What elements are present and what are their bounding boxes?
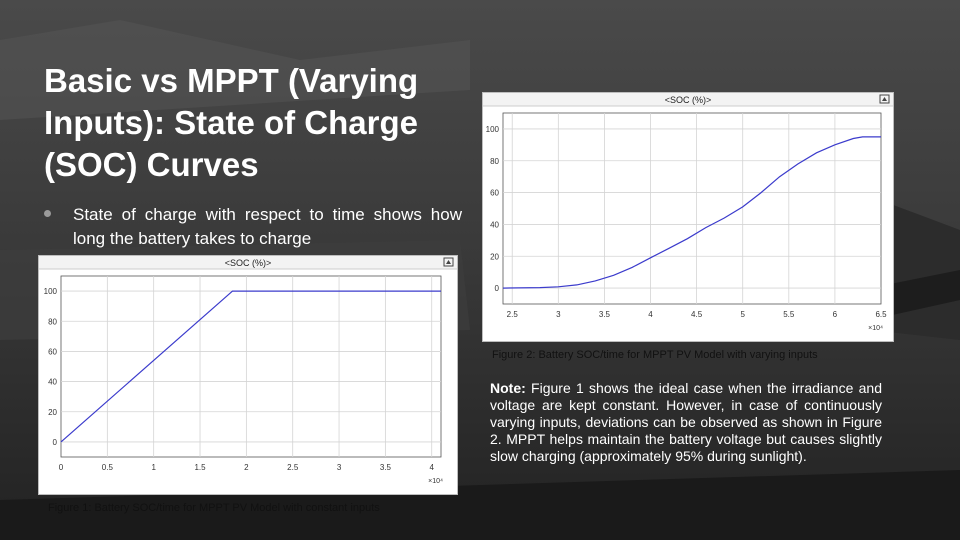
figure-1-x-tick-label: 0.5 (102, 463, 114, 472)
figure-1-x-tick-label: 3 (337, 463, 342, 472)
figure-1-x-tick-label: 3.5 (380, 463, 392, 472)
figure-1-y-tick-label: 20 (48, 408, 57, 417)
figure-2-x-tick-label: 4 (648, 310, 653, 319)
figure-1-y-tick-label: 100 (44, 287, 58, 296)
note-text: Figure 1 shows the ideal case when the i… (490, 380, 882, 464)
figure-2-caption: Figure 2: Battery SOC/time for MPPT PV M… (492, 349, 818, 361)
figure-2-x-tick-label: 3.5 (599, 310, 611, 319)
figure-2-x-tick-label: 4.5 (691, 310, 703, 319)
figure-2-series-line (502, 136, 881, 289)
figure-2-x-tick-label: 3 (556, 310, 561, 319)
figure-1-x-tick-label: 4 (430, 463, 435, 472)
figure-2-title: <SOC (%)> (665, 95, 712, 105)
figure-2-title-bar (483, 93, 893, 106)
figure-1-caption: Figure 1: Battery SOC/time for MPPT PV M… (48, 502, 380, 514)
figure-2-y-tick-label: 60 (490, 189, 499, 198)
figure-2-y-tick-label: 80 (490, 157, 499, 166)
figure-1-expand-arrow-icon (446, 260, 451, 264)
note-label: Note: (490, 380, 526, 396)
figure-2-plot-area (502, 112, 882, 305)
figure-1-chart: <SOC (%)>0 0.5 1 1.5 2 2.5 3 3.5 4020406080100×1… (39, 256, 457, 485)
figure-1-x-tick-label: 2.5 (287, 463, 299, 472)
figure-2-y-tick-label: 0 (495, 284, 500, 293)
figure-1-x-multiplier: ×10⁴ (428, 478, 443, 485)
note-paragraph: Note: Figure 1 shows the ideal case when… (490, 380, 882, 465)
figure-1-plot-area (60, 275, 442, 458)
figure-2-x-tick-label: 6 (833, 310, 838, 319)
figure-1-title-bar (39, 256, 457, 269)
figure-2-expand-icon (879, 94, 890, 104)
figure-2-y-tick-label: 20 (490, 252, 499, 261)
figure-1-title: <SOC (%)> (225, 258, 272, 268)
figure-2-chart: <SOC (%)> 2.5 3 3.5 4 4.5 5 5.5 6 6.5 0 20 40 60 80 100… (483, 93, 893, 332)
figure-1-y-tick-label: 0 (53, 438, 58, 447)
figure-1-expand-icon (443, 257, 454, 267)
figure-1-y-tick-label: 80 (48, 317, 57, 326)
figure-1-x-tick-label: 0 (59, 463, 64, 472)
figure-2-panel: <SOC (%)> 2.5 3 3.5 4 4.5 5 5.5 6 6.5 0 20 40 60 80 100… (482, 92, 894, 342)
bullet-item: State of charge with respect to time sho… (44, 203, 462, 251)
bullet-dot-icon (44, 210, 51, 217)
figure-2-x-multiplier: ×10⁴ (868, 325, 883, 332)
figure-1-x-tick-label: 1 (151, 463, 156, 472)
figure-1-panel: <SOC (%)> 0 0.5 1 1.5 2 2.5 3 3.5 4 0 20 40 60 80 100 ×1… (38, 255, 458, 495)
figure-2-y-tick-label: 40 (490, 220, 499, 229)
figure-2-x-tick-label: 5.5 (783, 310, 795, 319)
figure-2-x-tick-label: 2.5 (507, 310, 519, 319)
figure-1-y-tick-label: 40 (48, 378, 57, 387)
figure-2-x-tick-label: 5 (740, 310, 745, 319)
figure-2-expand-arrow-icon (882, 97, 887, 101)
slide-title: Basic vs MPPT (Varying Inputs): State of… (44, 62, 419, 183)
bullet-text: State of charge with respect to time sho… (73, 205, 462, 248)
figure-1-y-tick-label: 60 (48, 347, 57, 356)
figure-1-x-tick-label: 1.5 (194, 463, 206, 472)
figure-1-series-line (60, 290, 441, 443)
figure-2-y-tick-label: 100 (486, 125, 500, 134)
figure-1-x-tick-label: 2 (244, 463, 249, 472)
figure-2-x-tick-label: 6.5 (875, 310, 887, 319)
